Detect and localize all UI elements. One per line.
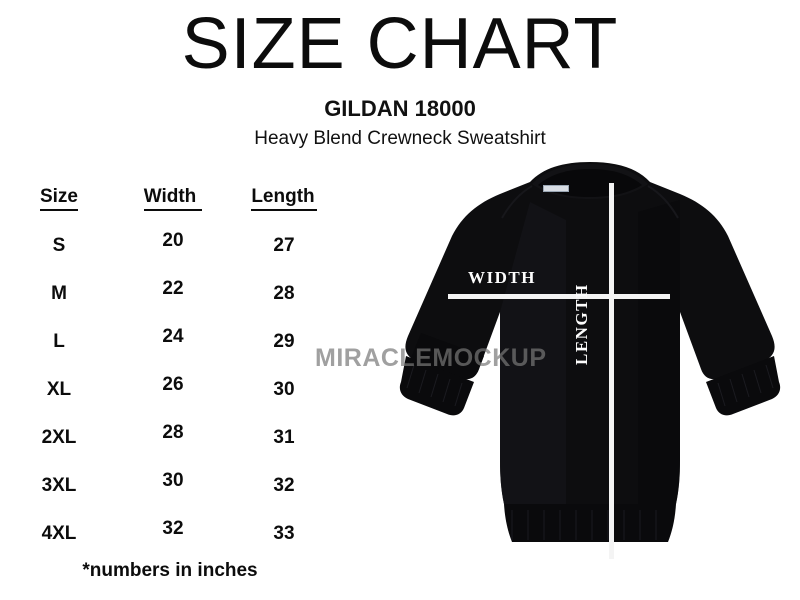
table-row: M 22 28 [0,275,340,313]
width-measure-line [448,294,670,299]
header-cell-size: Size [0,186,118,211]
table-row: XL 26 30 [0,371,340,409]
table-row: L 24 29 [0,323,340,361]
shoulder-seam-left [501,185,533,219]
cell-length: 27 [273,235,295,256]
cell-width: 26 [162,374,184,395]
width-measure-label: WIDTH [468,268,536,287]
column-header-length: Length [251,186,317,211]
cell-length: 31 [273,427,295,448]
column-header-width: Width [143,186,203,211]
sweatshirt-body-shape [405,162,775,504]
page-title: SIZE CHART [181,4,619,84]
cell-size: XL [46,379,72,400]
sweatshirt-illustration [399,162,781,542]
length-measure-label: LENGTH [572,283,591,365]
cell-length: 28 [273,283,295,304]
cuff-right-rib-lines [717,364,774,407]
brand-model: GILDAN 18000 [324,96,476,121]
cuff-left-solid [399,356,474,416]
fabric-shading-left [500,202,566,504]
waistband-rib-lines [511,510,657,540]
table-header-row: Size Width Length [0,186,340,211]
cuff-left [407,333,484,380]
size-table: Size Width Length S 20 27 M 22 28 L 24 2… [0,186,340,563]
cell-width: 22 [162,278,184,299]
shoulder-seam-right [647,185,679,219]
table-row: 2XL 28 31 [0,419,340,457]
cell-length: 33 [273,523,295,544]
fabric-shading-right [638,200,680,504]
table-row: 4XL 32 33 [0,515,340,553]
cell-width: 32 [162,518,184,539]
table-row: 3XL 30 32 [0,467,340,505]
cell-width: 20 [162,230,184,251]
cuff-left-rib-lines [406,364,463,407]
sweatshirt-mockup: WIDTH LENGTH [380,160,800,600]
header-cell-width: Width [118,186,228,211]
units-footnote: *numbers in inches [82,560,258,581]
cell-size: S [52,235,66,256]
column-header-size: Size [39,186,79,211]
cell-width: 28 [162,422,184,443]
cell-width: 30 [162,470,184,491]
cuff-right-solid [706,356,781,416]
cell-size: 2XL [41,427,77,448]
length-measure-line [609,183,614,559]
cell-size: 3XL [41,475,77,496]
neck-tag-label [543,185,569,192]
cell-length: 29 [273,331,295,352]
cell-size: 4XL [41,523,77,544]
product-subtitle: Heavy Blend Crewneck Sweatshirt [254,128,546,149]
cell-length: 30 [273,379,295,400]
cell-size: L [53,331,65,352]
header-cell-length: Length [228,186,340,211]
table-row: S 20 27 [0,227,340,265]
cell-length: 32 [273,475,295,496]
cell-width: 24 [162,326,184,347]
cell-size: M [51,283,67,304]
waistband-ribbing [504,504,676,542]
